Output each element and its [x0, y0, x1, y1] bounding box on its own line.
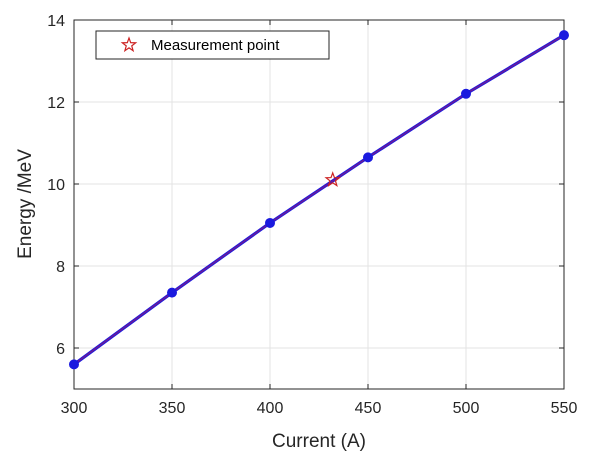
data-point — [265, 217, 275, 228]
series-line — [73, 34, 565, 366]
data-point — [559, 30, 569, 41]
x-tick-label: 300 — [61, 400, 88, 417]
x-tick-label: 500 — [453, 400, 480, 417]
measurement-point-star — [324, 171, 342, 187]
legend-label: Measurement point — [151, 37, 280, 54]
plot-frame — [73, 19, 565, 390]
data-point — [167, 287, 177, 298]
y-tick-label: 8 — [56, 259, 65, 276]
x-tick-label: 400 — [257, 400, 284, 417]
x-axis-title: Current (A) — [272, 431, 366, 452]
y-tick-label: 14 — [47, 13, 65, 30]
legend-star-marker — [120, 36, 138, 53]
data-point — [69, 359, 79, 370]
x-tick-label: 550 — [551, 400, 578, 417]
plot-background — [74, 20, 564, 389]
data-point — [461, 88, 471, 99]
y-tick-label: 10 — [47, 177, 65, 194]
series — [69, 30, 569, 370]
data-point — [363, 152, 373, 163]
axis-ticks: 300 350 400 450 500 550 6 8 10 12 14 — [47, 13, 577, 417]
y-tick-label: 6 — [56, 341, 65, 358]
x-tick-label: 350 — [159, 400, 186, 417]
legend: Measurement point — [95, 30, 330, 60]
x-tick-label: 450 — [355, 400, 382, 417]
y-axis-title: Energy /MeV — [15, 149, 36, 259]
y-tick-label: 12 — [47, 95, 65, 112]
legend-box — [95, 30, 330, 60]
